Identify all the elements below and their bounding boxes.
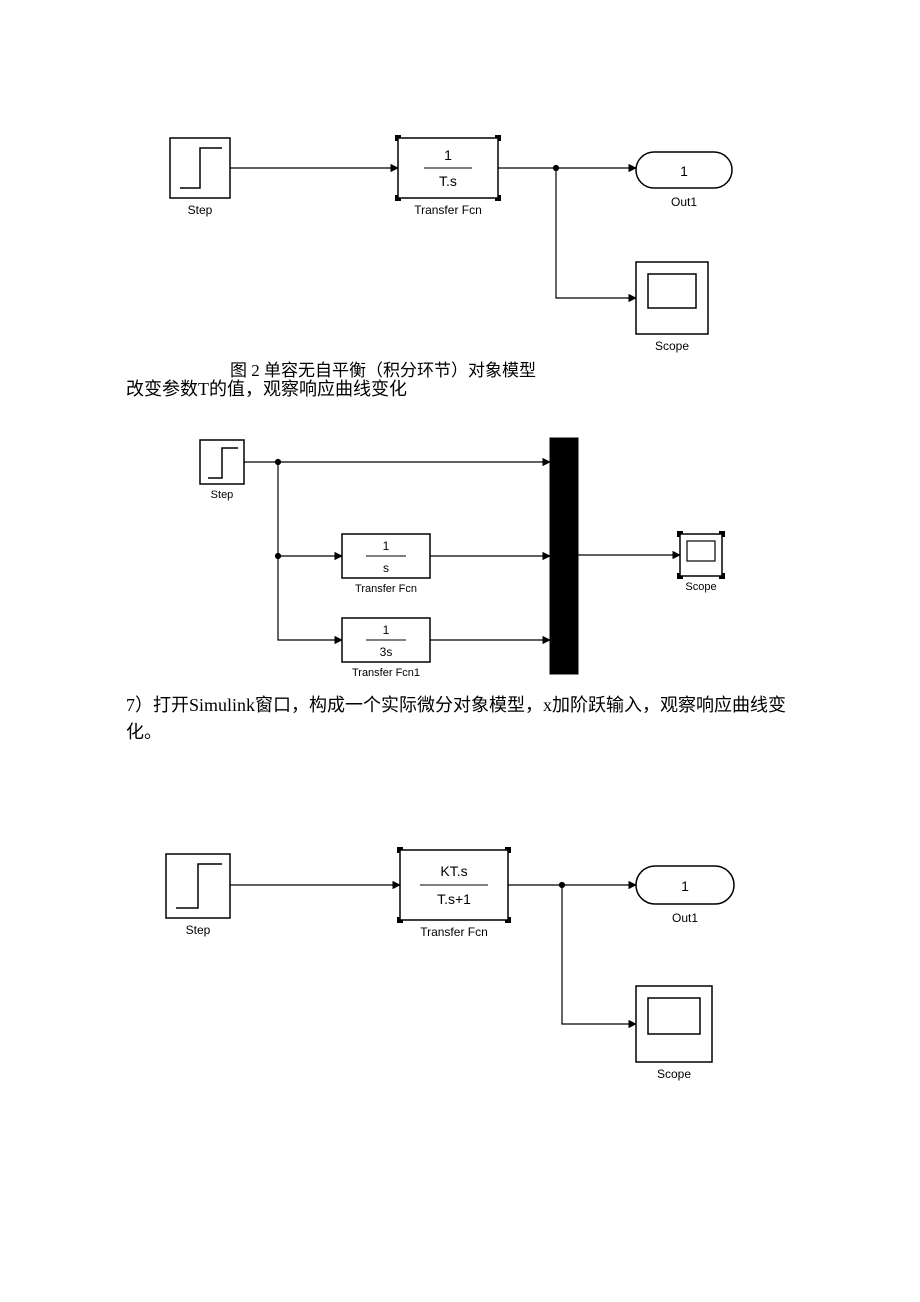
step-block[interactable]: Step	[170, 138, 230, 217]
line-after-fig2: 改变参数T的值，观察响应曲线变化	[126, 376, 407, 403]
out1-label: Out1	[671, 195, 697, 209]
tf-num: 1	[444, 147, 452, 163]
scope-label: Scope	[657, 1067, 691, 1081]
scope-block[interactable]: Scope	[636, 262, 708, 353]
tf1-den: s	[383, 561, 389, 575]
tf-label: Transfer Fcn	[414, 203, 482, 217]
out1-block[interactable]: 1 Out1	[636, 152, 732, 209]
wires	[244, 460, 680, 641]
tf-den: T.s	[439, 173, 457, 189]
mux-block[interactable]	[550, 438, 578, 674]
scope-label: Scope	[655, 339, 689, 353]
tf2-num: 1	[383, 623, 390, 637]
tf-label: Transfer Fcn	[420, 925, 488, 939]
out1-value: 1	[680, 163, 688, 179]
tf-num: KT.s	[440, 863, 467, 879]
tf2-label: Transfer Fcn1	[352, 667, 420, 679]
scope-block[interactable]: Scope	[677, 531, 725, 593]
out1-block[interactable]: 1 Out1	[636, 866, 734, 925]
step-block[interactable]: Step	[200, 440, 244, 501]
step-label: Step	[188, 203, 213, 217]
out1-label: Out1	[672, 911, 698, 925]
scope-label: Scope	[685, 581, 716, 593]
step-label: Step	[211, 489, 234, 501]
tf-den: T.s+1	[437, 891, 471, 907]
transfer-fcn1-block[interactable]: 1 3s Transfer Fcn1	[342, 618, 430, 679]
diagram-2: Step 1 s Transfer Fcn 1 3s Transfer Fcn1…	[200, 438, 725, 679]
transfer-fcn-block[interactable]: KT.s T.s+1 Transfer Fcn	[397, 847, 511, 939]
step-block[interactable]: Step	[166, 854, 230, 937]
out1-value: 1	[681, 878, 689, 894]
scope-block[interactable]: Scope	[636, 986, 712, 1081]
tf1-num: 1	[383, 539, 390, 553]
step-label: Step	[186, 923, 211, 937]
transfer-fcn-block[interactable]: 1 s Transfer Fcn	[342, 534, 430, 595]
diagram-1: Step 1 T.s Transfer Fcn 1 Out1 Scope	[170, 135, 732, 353]
transfer-fcn-block[interactable]: 1 T.s Transfer Fcn	[395, 135, 501, 217]
tf1-label: Transfer Fcn	[355, 583, 417, 595]
paragraph-7: 7）打开Simulink窗口，构成一个实际微分对象模型，x加阶跃输入，观察响应曲…	[126, 692, 796, 746]
diagram-3: Step KT.s T.s+1 Transfer Fcn 1 Out1 Scop…	[166, 847, 734, 1081]
tf2-den: 3s	[380, 645, 393, 659]
